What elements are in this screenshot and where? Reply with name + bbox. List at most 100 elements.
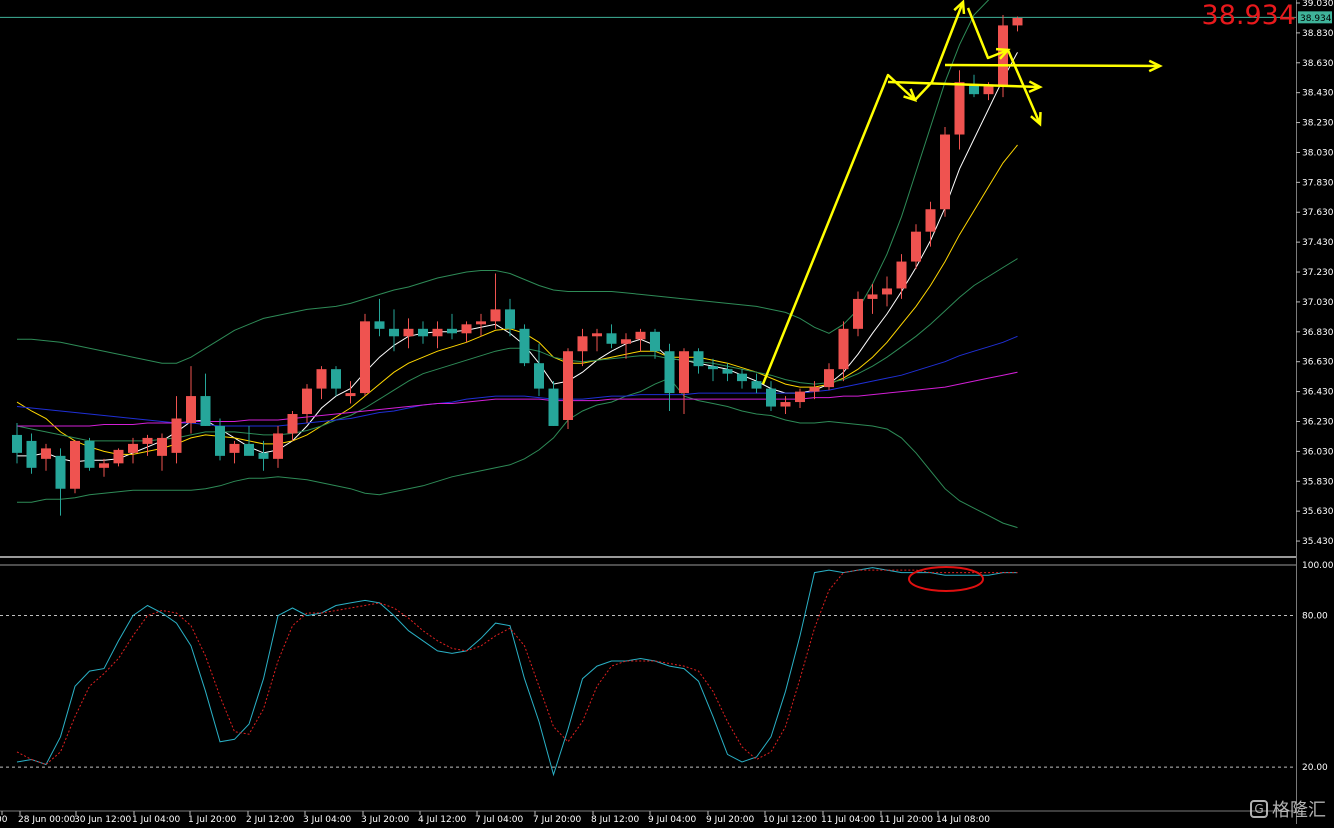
candle[interactable]: [925, 201, 936, 247]
candle[interactable]: [171, 396, 182, 464]
candle[interactable]: [142, 434, 153, 456]
candle[interactable]: [273, 425, 283, 468]
watermark-text: 格隆汇: [1272, 800, 1326, 821]
candle[interactable]: [853, 291, 863, 337]
candle[interactable]: [679, 348, 689, 415]
candle[interactable]: [954, 70, 965, 150]
candle[interactable]: [635, 328, 646, 352]
candle[interactable]: [316, 366, 327, 400]
candle[interactable]: [41, 443, 51, 471]
candle[interactable]: [84, 437, 95, 471]
target-arrow: [944, 63, 1161, 68]
candle-body: [229, 443, 240, 453]
candle-body: [505, 309, 515, 329]
candle[interactable]: [229, 440, 240, 464]
candle[interactable]: [258, 440, 269, 471]
price-tick-label: 37.230: [1302, 268, 1334, 278]
candle[interactable]: [737, 369, 747, 389]
candle[interactable]: [490, 273, 501, 329]
candle[interactable]: [534, 343, 544, 397]
candle[interactable]: [911, 224, 921, 270]
candle[interactable]: [766, 381, 776, 412]
time-tick-label: 28 Jun 00:00: [18, 815, 75, 824]
candle[interactable]: [722, 363, 733, 382]
candle-body: [258, 452, 269, 459]
candle[interactable]: [200, 373, 211, 426]
candle[interactable]: [403, 318, 414, 349]
candle[interactable]: [99, 458, 109, 477]
oscillator-tick-label: 80.00: [1302, 612, 1328, 622]
candle[interactable]: [374, 298, 385, 337]
candle[interactable]: [940, 127, 950, 217]
candle[interactable]: [606, 324, 617, 349]
arrow-head: [953, 0, 966, 15]
candle[interactable]: [780, 396, 791, 415]
candle[interactable]: [389, 309, 399, 352]
candle[interactable]: [751, 373, 762, 394]
candlesticks[interactable]: [12, 14, 1023, 516]
price-tick-label: 36.030: [1302, 447, 1334, 457]
candle[interactable]: [215, 418, 225, 461]
price-tick-label: 36.430: [1302, 388, 1334, 398]
candle-body: [737, 373, 747, 382]
candle[interactable]: [563, 348, 573, 429]
candle[interactable]: [331, 366, 341, 397]
candle[interactable]: [432, 321, 443, 349]
candle[interactable]: [476, 313, 486, 337]
candle-body: [360, 321, 370, 394]
candle[interactable]: [824, 363, 834, 391]
price-tick-label: 35.430: [1302, 537, 1334, 547]
time-tick-label: 11 Jul 20:00: [879, 815, 933, 824]
candle[interactable]: [244, 425, 254, 456]
candle[interactable]: [882, 276, 892, 307]
candle[interactable]: [809, 381, 820, 400]
candle-body: [751, 381, 762, 389]
candle[interactable]: [1012, 16, 1023, 32]
candle-body: [461, 324, 472, 334]
candle[interactable]: [664, 343, 675, 412]
candle[interactable]: [693, 348, 704, 374]
candle[interactable]: [113, 448, 124, 467]
candle[interactable]: [186, 366, 196, 434]
candle[interactable]: [157, 433, 167, 471]
candle-body: [1012, 17, 1023, 26]
candle[interactable]: [896, 254, 907, 299]
arrow-head: [903, 88, 918, 102]
candle[interactable]: [621, 333, 631, 359]
candle[interactable]: [128, 437, 138, 464]
candle[interactable]: [70, 440, 80, 494]
candle[interactable]: [795, 388, 805, 409]
candle-body: [940, 134, 950, 210]
candle[interactable]: [12, 422, 22, 464]
price-tick-label: 35.630: [1302, 507, 1334, 517]
candle[interactable]: [519, 324, 530, 367]
candle[interactable]: [548, 381, 559, 426]
candle[interactable]: [592, 328, 602, 352]
candle[interactable]: [505, 298, 515, 337]
candle-body: [186, 396, 196, 423]
candle[interactable]: [867, 283, 878, 314]
time-tick-label: 7 Jul 04:00: [475, 815, 524, 824]
candle[interactable]: [418, 321, 428, 344]
oscillator-tick-label: 20.00: [1302, 763, 1328, 773]
candle-body: [795, 391, 805, 403]
candle[interactable]: [461, 321, 472, 343]
candle[interactable]: [708, 358, 718, 382]
candle[interactable]: [447, 313, 457, 340]
candle[interactable]: [650, 328, 660, 359]
candle[interactable]: [577, 328, 588, 367]
time-tick-label: 30 Jun 12:00: [74, 815, 131, 824]
candle[interactable]: [838, 321, 849, 382]
candle[interactable]: [345, 381, 356, 404]
candle[interactable]: [360, 313, 370, 397]
candle[interactable]: [302, 384, 312, 423]
candle-body: [679, 351, 689, 394]
price-tick-label: 37.030: [1302, 298, 1334, 308]
candle[interactable]: [55, 448, 66, 516]
time-tick-label: 14 Jul 08:00: [936, 815, 990, 824]
candle[interactable]: [287, 411, 298, 441]
candle[interactable]: [26, 433, 37, 474]
